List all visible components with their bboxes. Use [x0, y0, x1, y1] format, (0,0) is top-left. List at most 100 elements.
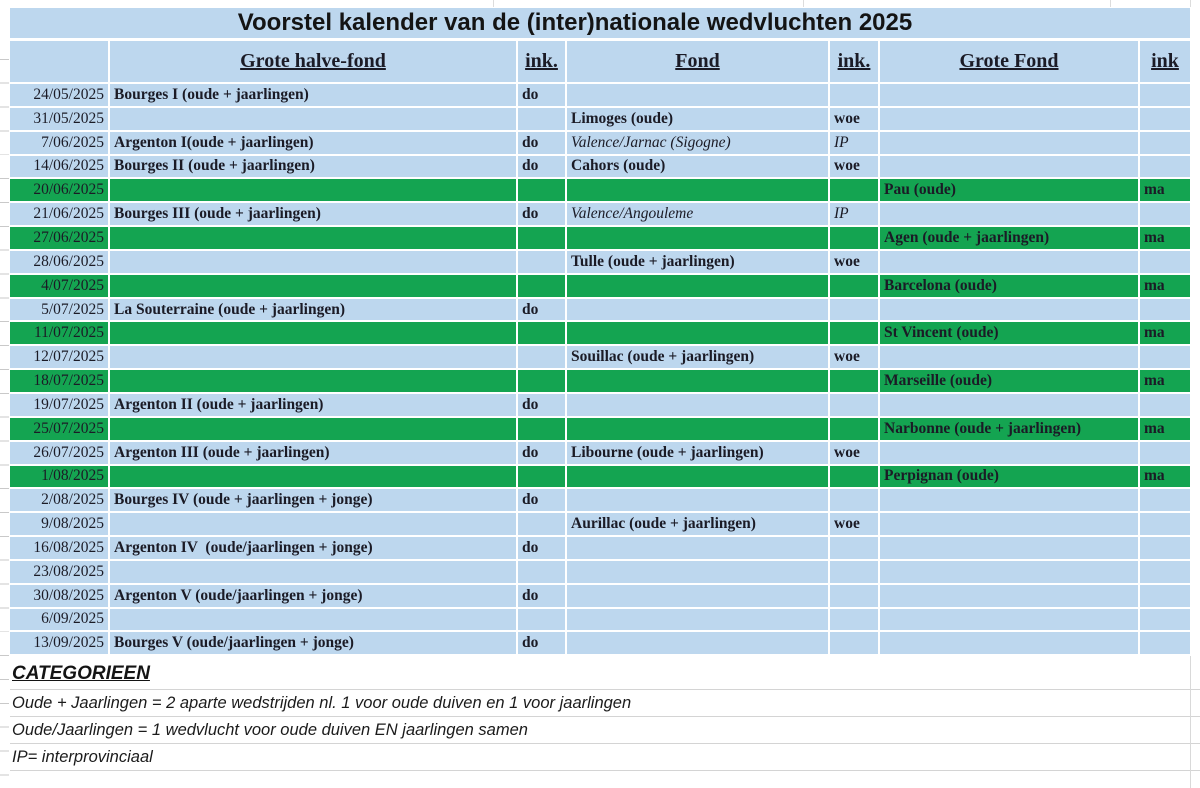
- fond-cell[interactable]: [567, 84, 828, 106]
- grote-halve-fond-cell[interactable]: [110, 560, 516, 583]
- ink-cell[interactable]: [830, 465, 878, 488]
- ink-cell[interactable]: [830, 227, 878, 249]
- grote-halve-fond-cell[interactable]: [110, 250, 516, 273]
- ink-cell[interactable]: [1140, 107, 1190, 130]
- ink-cell[interactable]: [830, 560, 878, 583]
- header-ink-1[interactable]: ink.: [518, 41, 565, 82]
- fond-cell[interactable]: Aurillac (oude + jaarlingen): [567, 513, 828, 536]
- date-cell[interactable]: 1/08/2025: [10, 465, 108, 488]
- grote-halve-fond-cell[interactable]: La Souterraine (oude + jaarlingen): [110, 298, 516, 321]
- date-cell[interactable]: 23/08/2025: [10, 560, 108, 583]
- date-cell[interactable]: 24/05/2025: [10, 84, 108, 106]
- date-cell[interactable]: 7/06/2025: [10, 131, 108, 154]
- ink-cell[interactable]: [830, 370, 878, 392]
- ink-cell[interactable]: [830, 489, 878, 512]
- grote-halve-fond-cell[interactable]: [110, 107, 516, 130]
- date-cell[interactable]: 30/08/2025: [10, 584, 108, 607]
- fond-cell[interactable]: Libourne (oude + jaarlingen): [567, 441, 828, 464]
- ink-cell[interactable]: [830, 417, 878, 440]
- ink-cell[interactable]: do: [518, 441, 565, 464]
- date-cell[interactable]: 2/08/2025: [10, 489, 108, 512]
- ink-cell[interactable]: [518, 608, 565, 631]
- ink-cell[interactable]: [518, 370, 565, 392]
- grote-halve-fond-cell[interactable]: Bourges IV (oude + jaarlingen + jonge): [110, 489, 516, 512]
- ink-cell[interactable]: do: [518, 155, 565, 178]
- fond-cell[interactable]: [567, 417, 828, 440]
- fond-cell[interactable]: [567, 274, 828, 297]
- grote-fond-cell[interactable]: [880, 584, 1138, 607]
- category-definition[interactable]: Oude + Jaarlingen = 2 aparte wedstrijden…: [10, 690, 1200, 717]
- ink-cell[interactable]: [1140, 131, 1190, 154]
- grote-halve-fond-cell[interactable]: Argenton III (oude + jaarlingen): [110, 441, 516, 464]
- grote-fond-cell[interactable]: [880, 131, 1138, 154]
- fond-cell[interactable]: [567, 298, 828, 321]
- grote-halve-fond-cell[interactable]: [110, 608, 516, 631]
- grote-halve-fond-cell[interactable]: [110, 370, 516, 392]
- ink-cell[interactable]: woe: [830, 346, 878, 369]
- fond-cell[interactable]: [567, 370, 828, 392]
- ink-cell[interactable]: [1140, 84, 1190, 106]
- grote-fond-cell[interactable]: St Vincent (oude): [880, 322, 1138, 345]
- fond-cell[interactable]: Limoges (oude): [567, 107, 828, 130]
- ink-cell[interactable]: [1140, 203, 1190, 226]
- grote-halve-fond-cell[interactable]: [110, 179, 516, 202]
- date-cell[interactable]: 31/05/2025: [10, 107, 108, 130]
- ink-cell[interactable]: [518, 417, 565, 440]
- fond-cell[interactable]: [567, 227, 828, 249]
- ink-cell[interactable]: [830, 322, 878, 345]
- grote-fond-cell[interactable]: [880, 346, 1138, 369]
- date-cell[interactable]: 9/08/2025: [10, 513, 108, 536]
- ink-cell[interactable]: [1140, 298, 1190, 321]
- ink-cell[interactable]: [1140, 155, 1190, 178]
- grote-fond-cell[interactable]: Narbonne (oude + jaarlingen): [880, 417, 1138, 440]
- grote-halve-fond-cell[interactable]: [110, 227, 516, 249]
- ink-cell[interactable]: [1140, 346, 1190, 369]
- grote-fond-cell[interactable]: [880, 250, 1138, 273]
- page-title[interactable]: Voorstel kalender van de (inter)national…: [10, 8, 1190, 38]
- ink-cell[interactable]: [1140, 489, 1190, 512]
- ink-cell[interactable]: [1140, 608, 1190, 631]
- ink-cell[interactable]: ma: [1140, 274, 1190, 297]
- date-cell[interactable]: 25/07/2025: [10, 417, 108, 440]
- ink-cell[interactable]: [1140, 393, 1190, 416]
- ink-cell[interactable]: [1140, 632, 1190, 655]
- ink-cell[interactable]: [830, 84, 878, 106]
- ink-cell[interactable]: [518, 274, 565, 297]
- ink-cell[interactable]: ma: [1140, 465, 1190, 488]
- ink-cell[interactable]: do: [518, 393, 565, 416]
- ink-cell[interactable]: [830, 393, 878, 416]
- header-grote-fond[interactable]: Grote Fond: [880, 41, 1138, 82]
- grote-fond-cell[interactable]: [880, 203, 1138, 226]
- fond-cell[interactable]: [567, 465, 828, 488]
- header-date-cell[interactable]: [10, 41, 108, 82]
- fond-cell[interactable]: [567, 584, 828, 607]
- ink-cell[interactable]: [518, 107, 565, 130]
- header-ink-2[interactable]: ink.: [830, 41, 878, 82]
- grote-halve-fond-cell[interactable]: [110, 465, 516, 488]
- ink-cell[interactable]: [830, 632, 878, 655]
- fond-cell[interactable]: Tulle (oude + jaarlingen): [567, 250, 828, 273]
- ink-cell[interactable]: [830, 274, 878, 297]
- fond-cell[interactable]: [567, 179, 828, 202]
- grote-fond-cell[interactable]: [880, 513, 1138, 536]
- ink-cell[interactable]: do: [518, 84, 565, 106]
- ink-cell[interactable]: do: [518, 489, 565, 512]
- grote-halve-fond-cell[interactable]: [110, 417, 516, 440]
- ink-cell[interactable]: ma: [1140, 179, 1190, 202]
- ink-cell[interactable]: [518, 227, 565, 249]
- grote-halve-fond-cell[interactable]: Argenton I(oude + jaarlingen): [110, 131, 516, 154]
- date-cell[interactable]: 4/07/2025: [10, 274, 108, 297]
- category-definition[interactable]: IP= interprovinciaal: [10, 744, 1200, 771]
- date-cell[interactable]: 5/07/2025: [10, 298, 108, 321]
- ink-cell[interactable]: [518, 465, 565, 488]
- ink-cell[interactable]: ma: [1140, 322, 1190, 345]
- grote-halve-fond-cell[interactable]: Bourges II (oude + jaarlingen): [110, 155, 516, 178]
- fond-cell[interactable]: [567, 560, 828, 583]
- grote-halve-fond-cell[interactable]: Bourges I (oude + jaarlingen): [110, 84, 516, 106]
- ink-cell[interactable]: IP: [830, 131, 878, 154]
- fond-cell[interactable]: Souillac (oude + jaarlingen): [567, 346, 828, 369]
- date-cell[interactable]: 11/07/2025: [10, 322, 108, 345]
- ink-cell[interactable]: woe: [830, 513, 878, 536]
- fond-cell[interactable]: Cahors (oude): [567, 155, 828, 178]
- category-definition[interactable]: Oude/Jaarlingen = 1 wedvlucht voor oude …: [10, 717, 1200, 744]
